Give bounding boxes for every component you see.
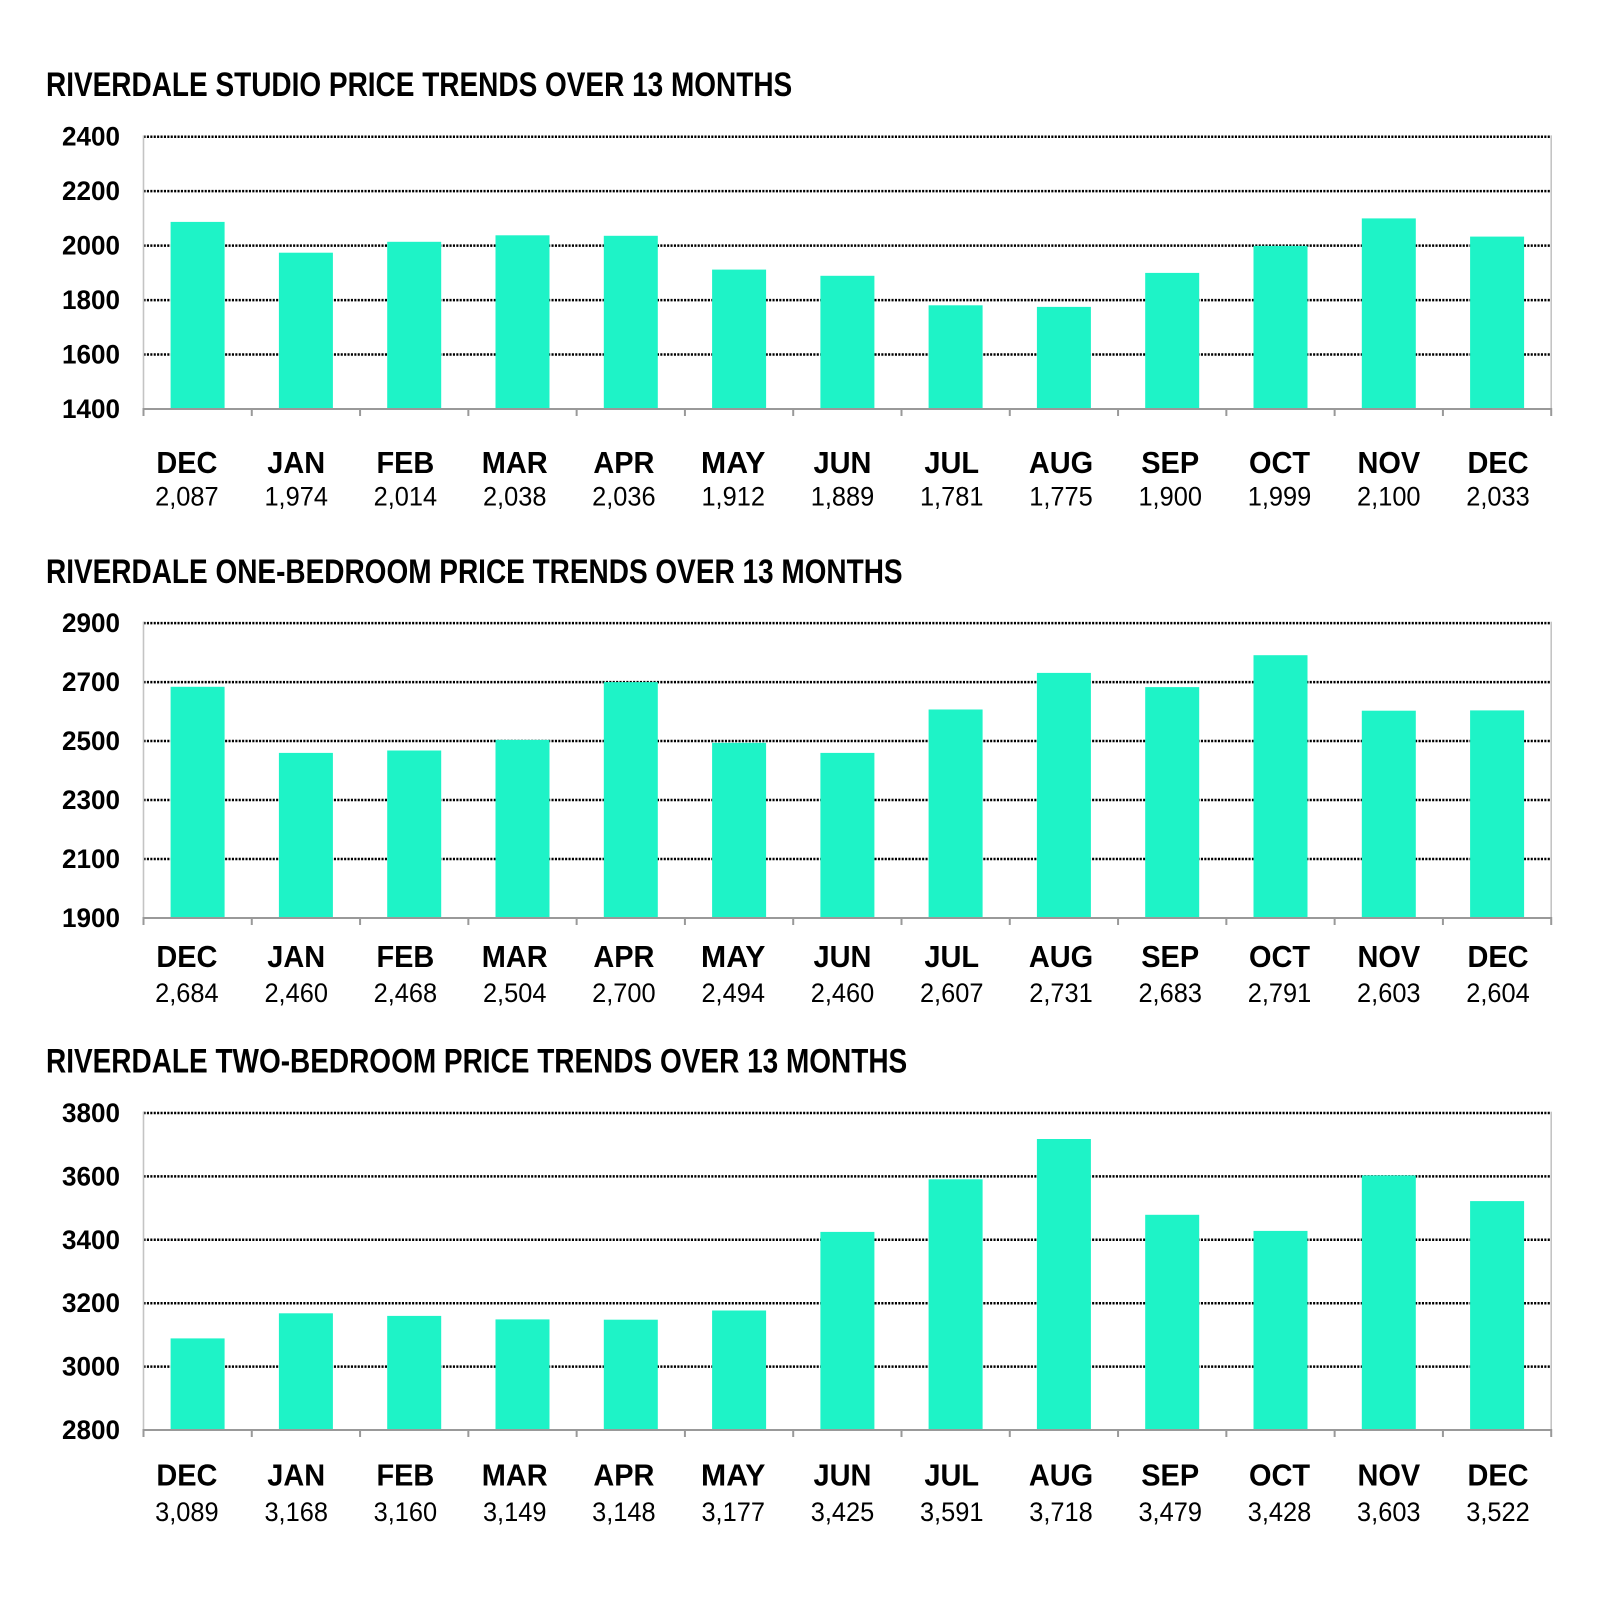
svg-text:SEP: SEP [1141,447,1199,480]
svg-text:JUL: JUL [924,941,979,974]
svg-text:1,912: 1,912 [701,482,765,512]
svg-text:2,603: 2,603 [1357,978,1421,1008]
svg-text:3000: 3000 [62,1352,120,1382]
svg-text:NOV: NOV [1357,1460,1420,1493]
svg-text:SEP: SEP [1141,941,1199,974]
svg-text:NOV: NOV [1357,447,1420,480]
svg-text:APR: APR [593,447,654,480]
svg-text:DEC: DEC [156,941,217,974]
svg-text:NOV: NOV [1357,941,1420,974]
svg-text:FEB: FEB [376,447,434,480]
svg-text:RIVERDALE STUDIO PRICE TRENDS: RIVERDALE STUDIO PRICE TRENDS OVER 13 MO… [46,66,792,104]
svg-text:3,425: 3,425 [811,1497,875,1527]
svg-text:DEC: DEC [1467,941,1528,974]
svg-text:2,791: 2,791 [1248,978,1312,1008]
svg-text:3400: 3400 [62,1225,120,1255]
svg-text:1,900: 1,900 [1138,482,1202,512]
svg-text:1,999: 1,999 [1248,482,1312,512]
svg-text:MAY: MAY [701,447,765,480]
svg-text:2,036: 2,036 [592,482,656,512]
svg-text:3600: 3600 [62,1161,120,1191]
svg-text:3,591: 3,591 [920,1497,984,1527]
svg-text:3,177: 3,177 [701,1497,765,1527]
svg-text:2500: 2500 [62,726,120,756]
svg-text:1600: 1600 [62,340,120,370]
svg-text:JUN: JUN [814,447,872,480]
svg-text:OCT: OCT [1249,447,1311,480]
svg-text:JAN: JAN [267,941,325,974]
svg-text:3,168: 3,168 [264,1497,328,1527]
svg-text:2800: 2800 [62,1415,120,1445]
svg-text:APR: APR [593,1460,654,1493]
svg-text:RIVERDALE ONE-BEDROOM PRICE TR: RIVERDALE ONE-BEDROOM PRICE TRENDS OVER … [46,553,903,591]
svg-text:2,087: 2,087 [155,482,219,512]
svg-text:2,494: 2,494 [701,978,765,1008]
svg-text:JUN: JUN [814,1460,872,1493]
svg-text:OCT: OCT [1249,941,1311,974]
svg-text:2400: 2400 [62,122,120,152]
svg-text:1,889: 1,889 [811,482,875,512]
svg-text:2200: 2200 [62,176,120,206]
svg-text:MAY: MAY [701,1460,765,1493]
svg-text:3,718: 3,718 [1029,1497,1093,1527]
svg-text:1900: 1900 [62,903,120,933]
svg-text:2,100: 2,100 [1357,482,1421,512]
svg-text:3,160: 3,160 [374,1497,438,1527]
svg-text:DEC: DEC [1467,447,1528,480]
svg-text:2,460: 2,460 [811,978,875,1008]
svg-text:2700: 2700 [62,667,120,697]
svg-text:3,149: 3,149 [483,1497,547,1527]
svg-text:2,033: 2,033 [1466,482,1530,512]
svg-text:2000: 2000 [62,231,120,261]
svg-text:2,607: 2,607 [920,978,984,1008]
svg-text:MAY: MAY [701,941,765,974]
svg-text:DEC: DEC [156,1460,217,1493]
svg-text:2,684: 2,684 [155,978,219,1008]
svg-text:DEC: DEC [156,447,217,480]
svg-text:3,428: 3,428 [1248,1497,1312,1527]
svg-text:JUL: JUL [924,447,979,480]
svg-text:OCT: OCT [1249,1460,1311,1493]
svg-text:3800: 3800 [62,1098,120,1128]
svg-text:2,683: 2,683 [1138,978,1202,1008]
svg-text:2,460: 2,460 [264,978,328,1008]
svg-text:SEP: SEP [1141,1460,1199,1493]
svg-text:APR: APR [593,941,654,974]
svg-text:3,089: 3,089 [155,1497,219,1527]
svg-text:2,038: 2,038 [483,482,547,512]
svg-text:AUG: AUG [1029,447,1093,480]
svg-text:2,468: 2,468 [374,978,438,1008]
svg-text:2,504: 2,504 [483,978,547,1008]
svg-text:2,604: 2,604 [1466,978,1530,1008]
svg-text:JAN: JAN [267,447,325,480]
svg-text:JAN: JAN [267,1460,325,1493]
svg-text:AUG: AUG [1029,941,1093,974]
svg-text:JUL: JUL [924,1460,979,1493]
svg-text:2900: 2900 [62,608,120,638]
svg-text:3200: 3200 [62,1288,120,1318]
svg-text:1800: 1800 [62,285,120,315]
svg-text:MAR: MAR [482,447,548,480]
svg-text:2,731: 2,731 [1029,978,1093,1008]
svg-text:RIVERDALE TWO-BEDROOM PRICE TR: RIVERDALE TWO-BEDROOM PRICE TRENDS OVER … [46,1043,907,1081]
svg-text:2300: 2300 [62,785,120,815]
svg-text:3,522: 3,522 [1466,1497,1530,1527]
svg-text:2,700: 2,700 [592,978,656,1008]
svg-text:1,781: 1,781 [920,482,984,512]
svg-text:AUG: AUG [1029,1460,1093,1493]
svg-text:3,148: 3,148 [592,1497,656,1527]
svg-text:1,775: 1,775 [1029,482,1093,512]
svg-text:JUN: JUN [814,941,872,974]
svg-text:MAR: MAR [482,941,548,974]
svg-text:1,974: 1,974 [264,482,328,512]
svg-text:MAR: MAR [482,1460,548,1493]
svg-text:1400: 1400 [62,394,120,424]
svg-text:2100: 2100 [62,844,120,874]
svg-text:3,479: 3,479 [1138,1497,1202,1527]
svg-text:FEB: FEB [376,941,434,974]
svg-text:2,014: 2,014 [374,482,438,512]
svg-text:FEB: FEB [376,1460,434,1493]
svg-text:DEC: DEC [1467,1460,1528,1493]
svg-text:3,603: 3,603 [1357,1497,1421,1527]
